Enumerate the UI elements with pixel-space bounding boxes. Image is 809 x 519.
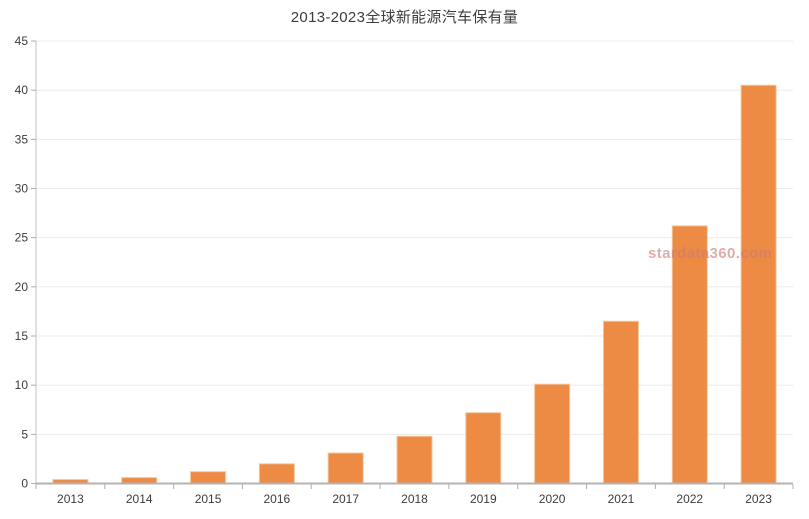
y-tick-label-5: 5	[21, 427, 28, 441]
x-tick-label-2015: 2015	[195, 492, 222, 506]
x-tick-label-2023: 2023	[745, 492, 772, 506]
x-tick-label-2016: 2016	[264, 492, 291, 506]
y-tick-label-45: 45	[15, 34, 29, 48]
bar-2019	[465, 412, 502, 485]
bar-2018	[396, 435, 433, 484]
x-tick-label-2017: 2017	[332, 492, 359, 506]
x-tick-label-2019: 2019	[470, 492, 497, 506]
bar-2020	[534, 383, 571, 484]
x-tick-label-2018: 2018	[401, 492, 428, 506]
bar-2017	[327, 452, 364, 484]
bar-2023	[740, 84, 777, 484]
y-tick-label-30: 30	[15, 182, 29, 196]
y-tick-label-15: 15	[15, 329, 29, 343]
y-tick-label-40: 40	[15, 83, 29, 97]
y-tick-label-20: 20	[15, 280, 29, 294]
bar-2015	[190, 471, 227, 485]
bar-2022	[671, 225, 708, 484]
x-tick-label-2022: 2022	[676, 492, 703, 506]
bar-2016	[258, 463, 295, 485]
x-tick-label-2014: 2014	[126, 492, 153, 506]
x-tick-label-2020: 2020	[539, 492, 566, 506]
y-tick-label-10: 10	[15, 378, 29, 392]
y-tick-label-35: 35	[15, 132, 29, 146]
bar-2021	[602, 320, 639, 484]
x-tick-label-2021: 2021	[608, 492, 635, 506]
y-tick-label-25: 25	[15, 231, 29, 245]
y-tick-label-0: 0	[21, 477, 28, 491]
chart-title: 2013-2023全球新能源汽车保有量	[290, 9, 519, 26]
x-tick-label-2013: 2013	[57, 492, 84, 506]
